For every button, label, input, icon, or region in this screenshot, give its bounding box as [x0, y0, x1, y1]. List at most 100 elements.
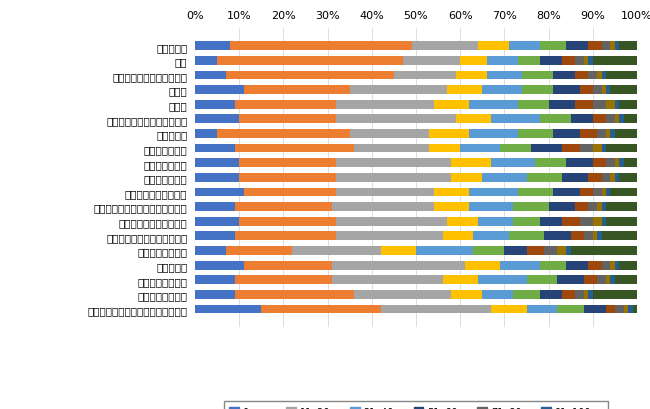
- Bar: [575, 203, 588, 211]
- Bar: [606, 115, 615, 124]
- Bar: [491, 159, 536, 168]
- Bar: [566, 42, 588, 51]
- Bar: [469, 188, 517, 197]
- Bar: [522, 72, 553, 80]
- Bar: [553, 72, 575, 80]
- Bar: [580, 188, 593, 197]
- Bar: [434, 188, 469, 197]
- Bar: [504, 247, 526, 255]
- Bar: [566, 261, 588, 270]
- Bar: [610, 130, 615, 139]
- Bar: [575, 290, 584, 299]
- Bar: [610, 276, 615, 284]
- Bar: [619, 173, 637, 182]
- Bar: [429, 130, 469, 139]
- Bar: [469, 101, 517, 109]
- Bar: [602, 72, 606, 80]
- Bar: [588, 72, 597, 80]
- Bar: [540, 115, 571, 124]
- Bar: [624, 115, 637, 124]
- Bar: [195, 232, 235, 240]
- Bar: [514, 217, 540, 226]
- Bar: [354, 290, 451, 299]
- Bar: [584, 305, 606, 314]
- Bar: [588, 203, 597, 211]
- Bar: [602, 86, 606, 95]
- Bar: [292, 247, 381, 255]
- Bar: [606, 217, 637, 226]
- Bar: [195, 173, 239, 182]
- Bar: [562, 173, 588, 182]
- Bar: [491, 305, 526, 314]
- Bar: [575, 57, 584, 65]
- Bar: [381, 305, 491, 314]
- Bar: [447, 217, 478, 226]
- Bar: [235, 101, 337, 109]
- Bar: [487, 57, 517, 65]
- Bar: [540, 290, 562, 299]
- Bar: [624, 159, 637, 168]
- Bar: [447, 86, 482, 95]
- Bar: [337, 115, 456, 124]
- Bar: [460, 57, 487, 65]
- Bar: [540, 261, 566, 270]
- Bar: [593, 115, 606, 124]
- Bar: [619, 42, 637, 51]
- Bar: [482, 290, 514, 299]
- Bar: [478, 217, 514, 226]
- Bar: [588, 173, 602, 182]
- Bar: [239, 217, 337, 226]
- Bar: [575, 101, 593, 109]
- Bar: [549, 203, 575, 211]
- Bar: [597, 276, 606, 284]
- Bar: [195, 290, 235, 299]
- Bar: [597, 232, 602, 240]
- Bar: [540, 42, 566, 51]
- Bar: [610, 261, 615, 270]
- Bar: [337, 188, 434, 197]
- Legend: 0時間, 1～10時間, 11～20時間, 21～30時間, 31～40時間, 41～50時間, 51～60時間, 61～70時間, 71～80時間, 81～9: 0時間, 1～10時間, 11～20時間, 21～30時間, 31～40時間, …: [224, 401, 608, 409]
- Bar: [606, 130, 610, 139]
- Bar: [460, 144, 500, 153]
- Bar: [580, 86, 593, 95]
- Bar: [469, 203, 514, 211]
- Bar: [610, 173, 615, 182]
- Bar: [443, 232, 473, 240]
- Bar: [602, 217, 606, 226]
- Bar: [478, 42, 509, 51]
- Bar: [451, 290, 482, 299]
- Bar: [354, 144, 429, 153]
- Bar: [606, 305, 615, 314]
- Bar: [217, 57, 403, 65]
- Bar: [580, 217, 593, 226]
- Bar: [593, 144, 602, 153]
- Bar: [615, 261, 619, 270]
- Bar: [195, 115, 239, 124]
- Bar: [195, 57, 217, 65]
- Bar: [244, 188, 337, 197]
- Bar: [540, 57, 562, 65]
- Bar: [526, 305, 558, 314]
- Bar: [593, 57, 637, 65]
- Bar: [593, 86, 602, 95]
- Bar: [619, 261, 637, 270]
- Bar: [602, 173, 610, 182]
- Bar: [456, 72, 487, 80]
- Bar: [500, 144, 531, 153]
- Bar: [526, 247, 544, 255]
- Bar: [332, 203, 434, 211]
- Bar: [580, 144, 593, 153]
- Bar: [195, 276, 235, 284]
- Bar: [571, 247, 637, 255]
- Bar: [562, 144, 580, 153]
- Bar: [588, 42, 602, 51]
- Bar: [575, 72, 588, 80]
- Bar: [429, 144, 460, 153]
- Bar: [562, 57, 575, 65]
- Bar: [517, 188, 553, 197]
- Bar: [632, 305, 637, 314]
- Bar: [606, 72, 637, 80]
- Bar: [195, 72, 226, 80]
- Bar: [337, 232, 443, 240]
- Bar: [230, 42, 411, 51]
